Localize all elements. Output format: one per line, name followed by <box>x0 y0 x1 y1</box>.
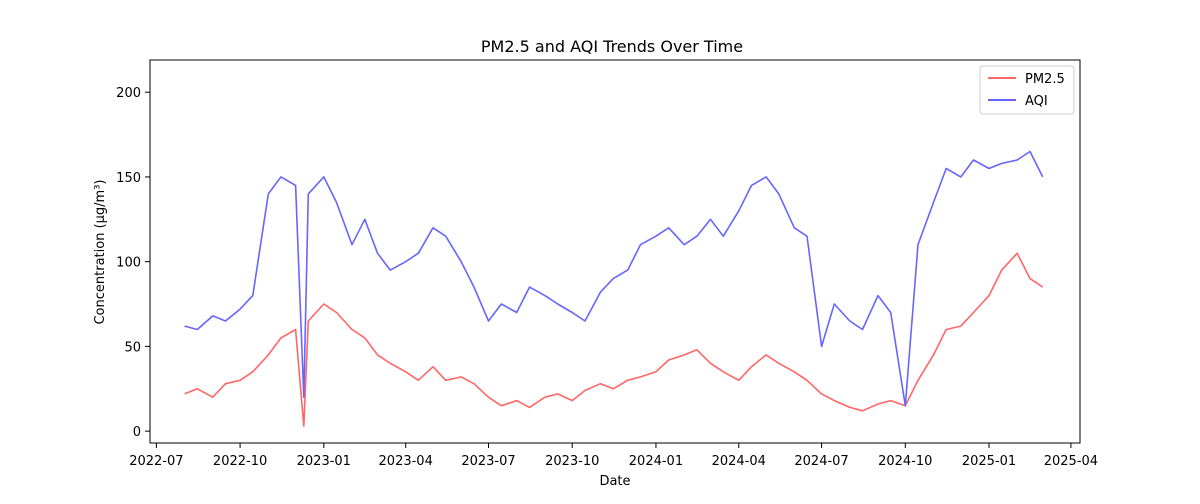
y-tick-label: 150 <box>116 171 141 186</box>
y-axis-ticks: 0 50 100 150 200 <box>116 86 150 440</box>
x-tick-label: 2022-07 <box>129 454 183 469</box>
x-tick-label: 2024-10 <box>878 454 932 469</box>
x-tick-label: 2024-07 <box>794 454 848 469</box>
x-tick-label: 2023-04 <box>379 454 433 469</box>
y-tick-label: 100 <box>116 256 141 271</box>
x-tick-label: 2024-04 <box>712 454 766 469</box>
x-axis-label: Date <box>599 474 630 489</box>
legend-label-pm25: PM2.5 <box>1025 72 1065 87</box>
y-tick-label: 200 <box>116 86 141 101</box>
x-tick-label: 2023-07 <box>461 454 515 469</box>
legend: PM2.5 AQI <box>979 65 1075 115</box>
x-tick-label: 2023-10 <box>545 454 599 469</box>
x-tick-label: 2025-01 <box>962 454 1016 469</box>
y-tick-label: 50 <box>124 340 141 355</box>
chart-title: PM2.5 and AQI Trends Over Time <box>481 37 743 56</box>
legend-label-aqi: AQI <box>1025 94 1048 109</box>
y-tick-label: 0 <box>133 425 141 440</box>
series-line-pm25 <box>184 252 1044 427</box>
series-layer <box>184 150 1044 427</box>
y-axis-label: Concentration (µg/m³) <box>93 179 108 324</box>
x-axis-ticks: 2022-07 2022-10 2023-01 2023-04 2023-07 2023-… <box>129 443 1098 469</box>
x-tick-label: 2024-01 <box>629 454 683 469</box>
x-tick-label: 2025-04 <box>1044 454 1098 469</box>
x-tick-label: 2022-10 <box>213 454 267 469</box>
x-tick-label: 2023-01 <box>297 454 351 469</box>
series-line-aqi <box>184 150 1044 407</box>
plot-frame <box>149 59 1081 444</box>
